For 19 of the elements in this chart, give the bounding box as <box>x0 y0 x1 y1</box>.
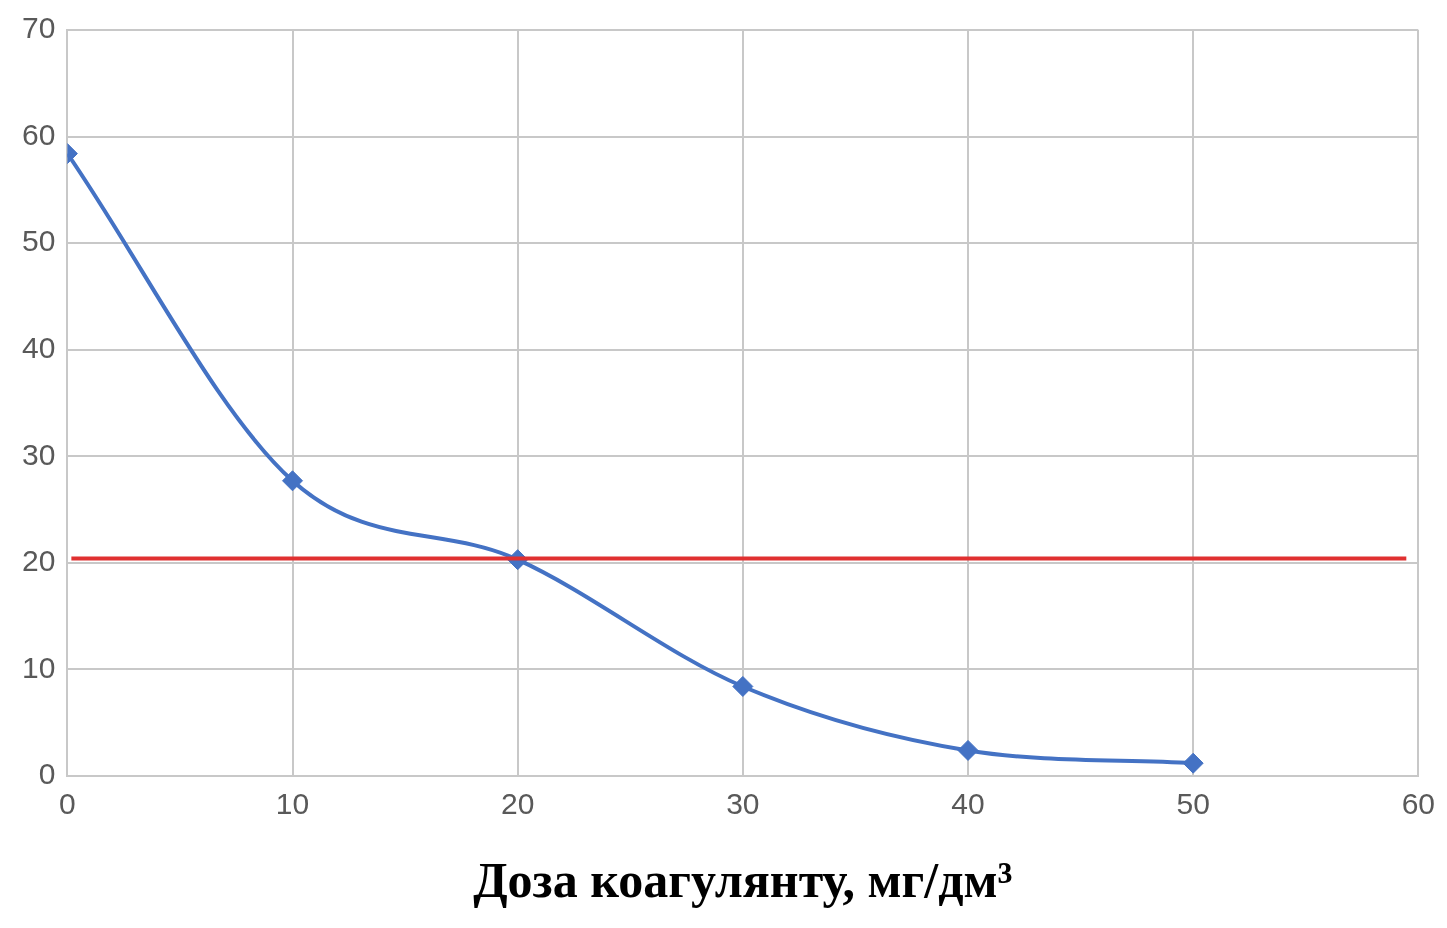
x-tick-label: 20 <box>501 787 535 821</box>
point <box>732 675 754 697</box>
point <box>1182 752 1204 774</box>
y-tick-label: 60 <box>21 117 56 151</box>
x-tick-label: 50 <box>1176 787 1210 821</box>
x-tick-label: 10 <box>275 787 310 821</box>
y-tick-label: 50 <box>21 224 56 258</box>
point <box>957 739 979 761</box>
y-tick-label: 10 <box>21 650 56 684</box>
x-tick-label: 30 <box>726 787 760 821</box>
y-tick-label: 30 <box>21 437 56 471</box>
x-tick-label: 60 <box>1401 787 1435 821</box>
x-tick-label: 40 <box>951 787 985 821</box>
y-tick-label: 20 <box>21 544 56 578</box>
x-axis-title: Доза коагулянту, мг/дм³ <box>473 851 1013 908</box>
point <box>282 470 304 492</box>
y-tick-label: 40 <box>21 330 56 364</box>
y-tick-label: 0 <box>38 757 56 791</box>
y-tick-label: 70 <box>21 11 56 45</box>
